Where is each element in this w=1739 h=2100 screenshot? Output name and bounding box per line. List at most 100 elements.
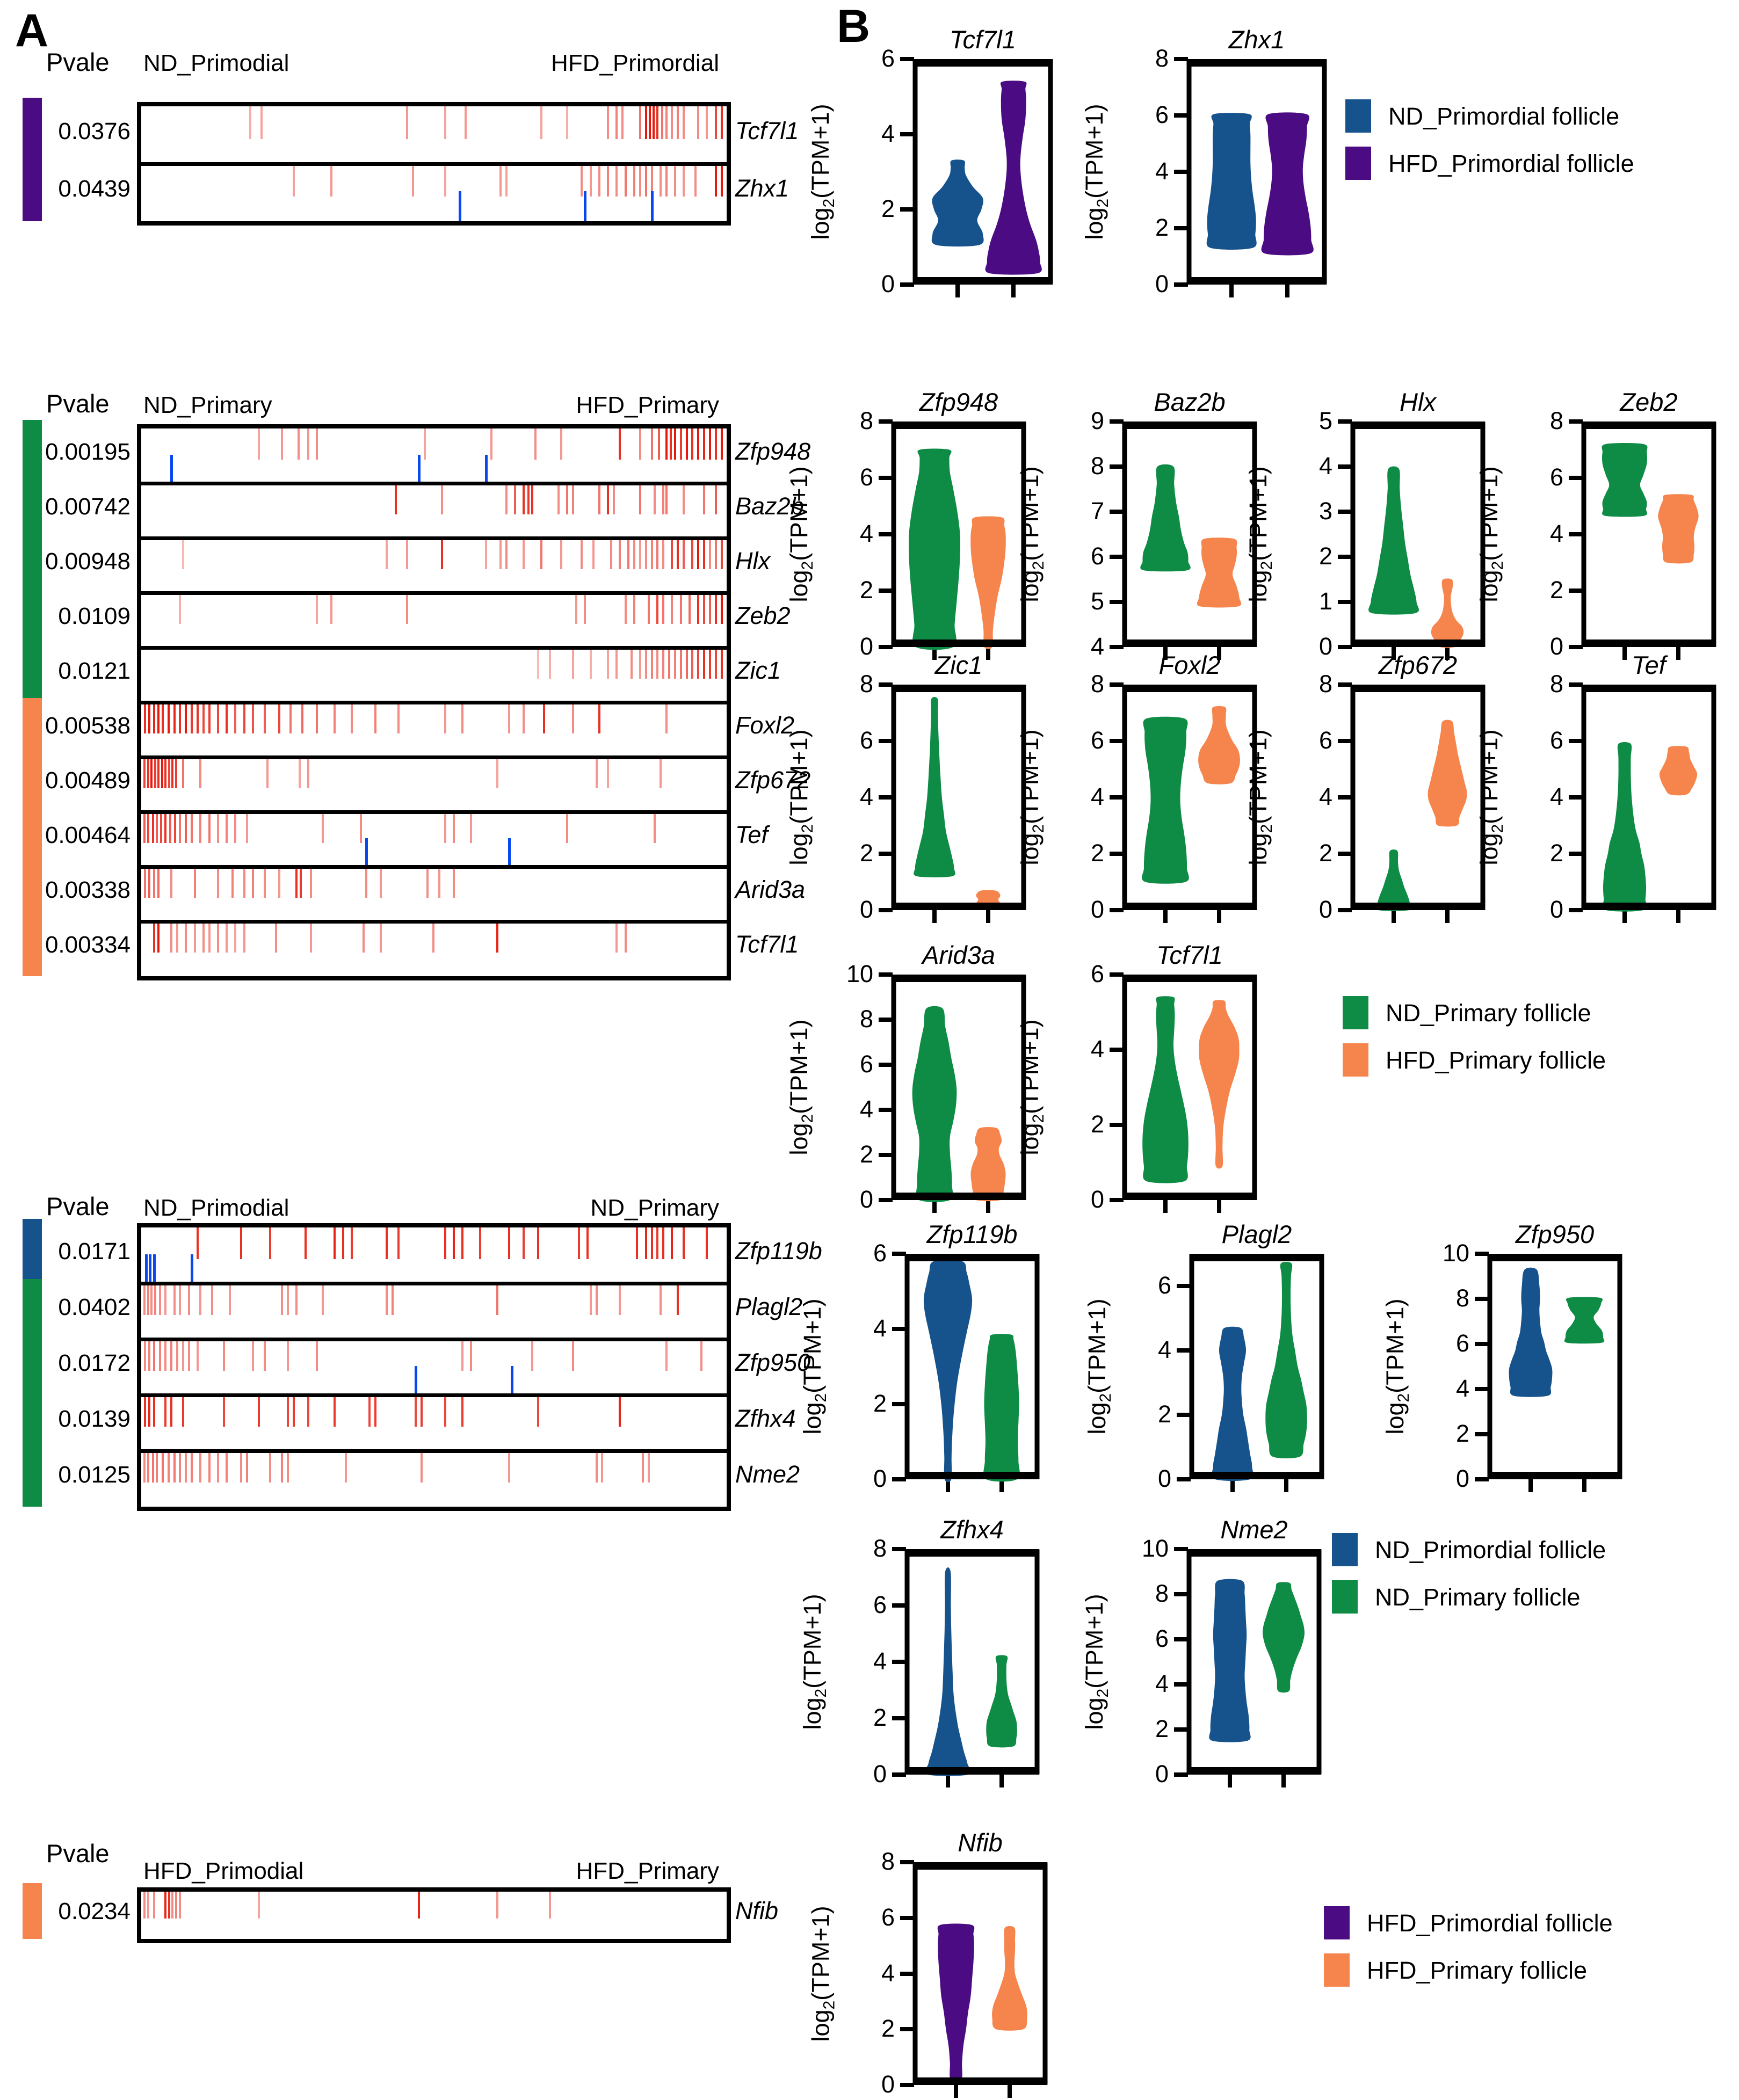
x-axis-tick [1217, 646, 1221, 660]
y-axis-label-text: log [1244, 570, 1272, 602]
pvalue-text: 0.00338 [45, 877, 131, 903]
expression-tick-red [607, 106, 610, 139]
violin-hfd_primary [1431, 578, 1464, 648]
expression-tick-red [665, 164, 668, 197]
expression-tick-red [333, 1227, 336, 1260]
expression-tick-red [156, 812, 158, 844]
y-axis-tick-label: 2 [1318, 839, 1332, 867]
expression-tick-red [157, 757, 160, 789]
expression-tick-red [665, 1339, 668, 1371]
y-axis-tick [1338, 682, 1352, 687]
expression-tick-red [595, 1283, 598, 1316]
y-axis-tick-label: 4 [1549, 520, 1563, 547]
expression-tick-red [534, 428, 537, 460]
expression-tick-red [537, 1227, 540, 1260]
expression-tick-red [243, 921, 245, 953]
x-axis-tick [1582, 1478, 1586, 1492]
y-axis-tick-label: 0 [1318, 896, 1332, 923]
expression-tick-red [173, 702, 176, 734]
expression-tick-red [330, 164, 333, 197]
expression-tick-red [479, 1227, 481, 1260]
expression-tick-red [697, 428, 700, 460]
pvalue-text: 0.0121 [58, 658, 131, 684]
violin-nd_primordial [1209, 1579, 1251, 1742]
y-axis-tick-label: 2 [873, 1704, 887, 1731]
expression-tick-red [226, 812, 228, 844]
violin-hfd_primordial [1261, 112, 1314, 256]
x-axis-tick [1445, 909, 1450, 923]
expression-tick-red [683, 164, 685, 197]
violin-plot-Nme2 [1186, 1549, 1322, 1775]
y-axis-label-subscript: 2 [799, 824, 816, 833]
y-axis-tick [1110, 419, 1124, 424]
legend-swatch-nd_primary [1332, 1580, 1358, 1614]
y-axis-label-text: log [1081, 1697, 1108, 1730]
expression-tick-red [281, 1283, 284, 1316]
expression-tick-red [694, 164, 697, 197]
y-axis-tick [1110, 1048, 1124, 1052]
expression-tick-red [523, 702, 525, 734]
barcode-row-Nme2 [141, 1451, 727, 1507]
expression-tick-red [153, 702, 155, 734]
expression-tick-red [164, 812, 167, 844]
y-axis-tick-label: 4 [1455, 1375, 1469, 1402]
y-axis-tick-label: 0 [859, 633, 873, 660]
expression-tick-red [144, 867, 147, 898]
y-axis-tick [1110, 739, 1124, 743]
expression-tick-red [657, 428, 660, 460]
y-axis-tick-label: 9 [1090, 407, 1104, 434]
x-axis-tick [1284, 1478, 1288, 1492]
y-axis-tick-label: 8 [881, 1848, 895, 1875]
expression-tick-red [523, 483, 525, 515]
expression-tick-red [157, 921, 160, 953]
y-axis-tick [879, 739, 893, 743]
y-axis-tick [1338, 739, 1352, 743]
expression-tick-red [144, 1395, 147, 1427]
pvalue-text: 0.0439 [58, 175, 131, 202]
pvalue-color-bar-hfd_primary [23, 1883, 42, 1939]
y-axis-tick [892, 1772, 906, 1777]
expression-tick-red [154, 757, 156, 789]
expression-tick-red [720, 593, 723, 624]
expression-tick-red [147, 1892, 149, 1919]
expression-tick-red [202, 921, 205, 953]
expression-tick-red [150, 757, 153, 789]
panel-a-barcode-plots: Pvale ND_Primodial HFD_Primordial 0.0376 Tcf… [0, 0, 832, 2100]
y-axis-tick [879, 682, 893, 687]
y-axis-tick-label: 0 [1549, 896, 1563, 923]
expression-tick-red [374, 702, 376, 734]
y-axis-label-text: (TPM+1) [1016, 729, 1044, 824]
expression-tick-red [251, 1339, 254, 1371]
y-axis-tick [1338, 908, 1352, 912]
expression-tick-red [662, 1227, 665, 1260]
expression-tick-red [662, 648, 665, 679]
violin-hfd_primary [1658, 494, 1699, 564]
barcode-row-Nfib [141, 1892, 727, 1939]
expression-tick-red [278, 702, 280, 734]
expression-tick-red [275, 921, 278, 953]
expression-tick-red [677, 106, 679, 139]
expression-tick-red [661, 106, 663, 139]
barcode-row-Tef [141, 812, 727, 867]
y-axis-label-text: (TPM+1) [807, 1906, 834, 2001]
y-axis-tick [892, 1603, 906, 1608]
expression-tick-red [160, 812, 162, 844]
expression-tick-red [566, 812, 569, 844]
expression-tick-red [653, 483, 656, 515]
expression-tick-red [345, 1451, 347, 1483]
group-right-header: HFD_Primary [576, 392, 719, 418]
y-axis-label-text: log [1016, 833, 1044, 866]
y-axis-tick [1338, 464, 1352, 469]
expression-tick-red [700, 1339, 702, 1371]
expression-tick-red [153, 921, 155, 953]
expression-tick-red [415, 1395, 417, 1427]
expression-tick-red [581, 538, 583, 570]
pvalue-text: 0.0402 [58, 1294, 131, 1320]
violin-nd_primordial [931, 159, 984, 247]
group-left-header: ND_Primodial [143, 1195, 289, 1221]
violin-plot-title: Tcf7l1 [1156, 941, 1223, 969]
expression-tick-red [714, 164, 717, 197]
y-axis-tick [900, 2027, 914, 2032]
violin-hfd_primary [970, 1127, 1006, 1202]
y-axis-tick-label: 6 [859, 726, 873, 754]
